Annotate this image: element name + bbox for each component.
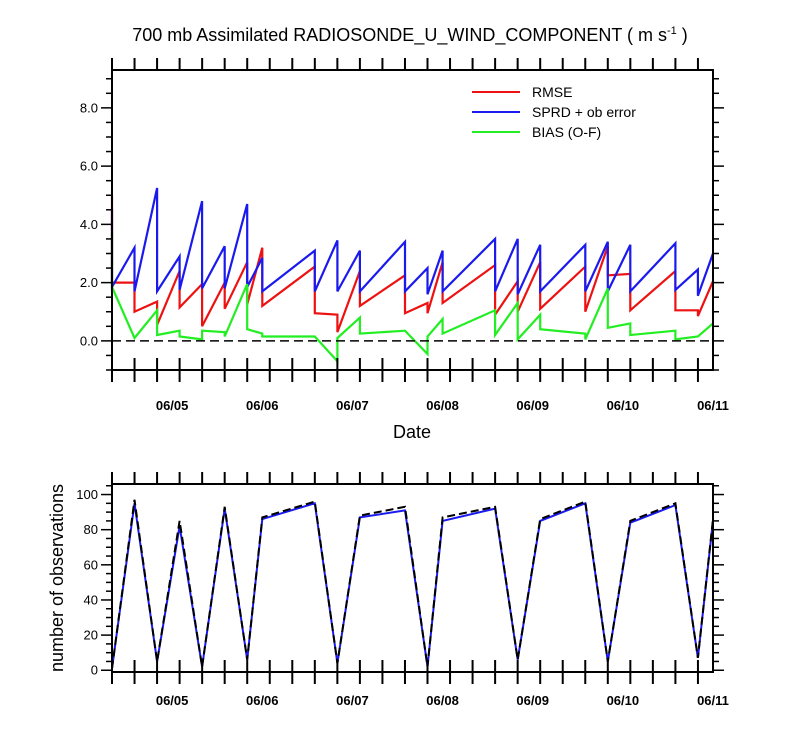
legend-label-2: SPRD + ob error	[532, 104, 636, 120]
upper-series-lines	[110, 187, 715, 365]
lower-plot-frame	[111, 483, 714, 673]
upper-y-tick-labels: 0.0 2.0 4.0 6.0 8.0	[80, 100, 98, 348]
upper-y-tick-label: 2.0	[80, 275, 98, 290]
lower-y-tick-label: 40	[84, 592, 98, 607]
upper-plot-frame	[111, 69, 714, 371]
legend-label-1: RMSE	[532, 84, 572, 100]
upper-y-tick-label: 4.0	[80, 217, 98, 232]
lower-x-tick-label: 06/07	[336, 693, 369, 708]
lower-x-tick-label: 06/09	[516, 693, 549, 708]
lower-series-lines	[111, 499, 714, 669]
legend: RMSE SPRD + ob error BIAS (O-F)	[472, 84, 636, 140]
lower-x-tick-label: 06/11	[697, 693, 729, 708]
upper-series-line-3	[110, 233, 714, 365]
upper-x-tick-label: 06/07	[336, 398, 369, 413]
lower-y-tick-label: 20	[84, 628, 98, 643]
lower-y-tick-label: 80	[84, 522, 98, 537]
upper-series-line-2	[110, 187, 715, 297]
lower-y-tick-labels: 0 20 40 60 80 100	[76, 487, 98, 678]
legend-label-3: BIAS (O-F)	[532, 124, 601, 140]
lower-y-tick-label: 0	[91, 663, 98, 678]
lower-x-tick-label: 06/06	[246, 693, 279, 708]
lower-series-line-1	[111, 501, 714, 669]
title-units-exponent: -1	[667, 25, 677, 37]
upper-x-tick-label: 06/11	[697, 398, 729, 413]
upper-chart-panel: 700 mb Assimilated RADIOSONDE_U_WIND_COM…	[80, 25, 729, 442]
upper-tick-marks	[101, 58, 724, 382]
lower-y-tick-label: 60	[84, 557, 98, 572]
upper-y-tick-label: 0.0	[80, 333, 98, 348]
lower-x-tick-label: 06/05	[156, 693, 189, 708]
lower-series-line-2	[111, 499, 714, 669]
title-main: 700 mb Assimilated RADIOSONDE_U_WIND_COM…	[132, 25, 667, 46]
lower-x-tick-label: 06/10	[607, 693, 640, 708]
lower-y-axis-label: number of observations	[47, 484, 67, 672]
title-close: )	[677, 25, 688, 45]
upper-x-tick-labels: 06/05 06/06 06/07 06/08 06/09 06/10 06/11	[156, 398, 729, 413]
upper-x-tick-label: 06/06	[246, 398, 279, 413]
upper-x-tick-label: 06/09	[516, 398, 549, 413]
lower-x-tick-label: 06/08	[426, 693, 459, 708]
upper-chart-title: 700 mb Assimilated RADIOSONDE_U_WIND_COM…	[132, 25, 688, 46]
upper-x-tick-label: 06/10	[607, 398, 640, 413]
upper-y-tick-label: 6.0	[80, 159, 98, 174]
lower-x-tick-labels: 06/05 06/06 06/07 06/08 06/09 06/10 06/11	[156, 693, 729, 708]
upper-x-tick-label: 06/08	[426, 398, 459, 413]
upper-x-tick-label: 06/05	[156, 398, 189, 413]
upper-x-axis-label: Date	[393, 422, 431, 442]
upper-y-tick-label: 8.0	[80, 100, 98, 115]
lower-tick-marks	[101, 472, 724, 684]
lower-y-tick-label: 100	[76, 487, 98, 502]
